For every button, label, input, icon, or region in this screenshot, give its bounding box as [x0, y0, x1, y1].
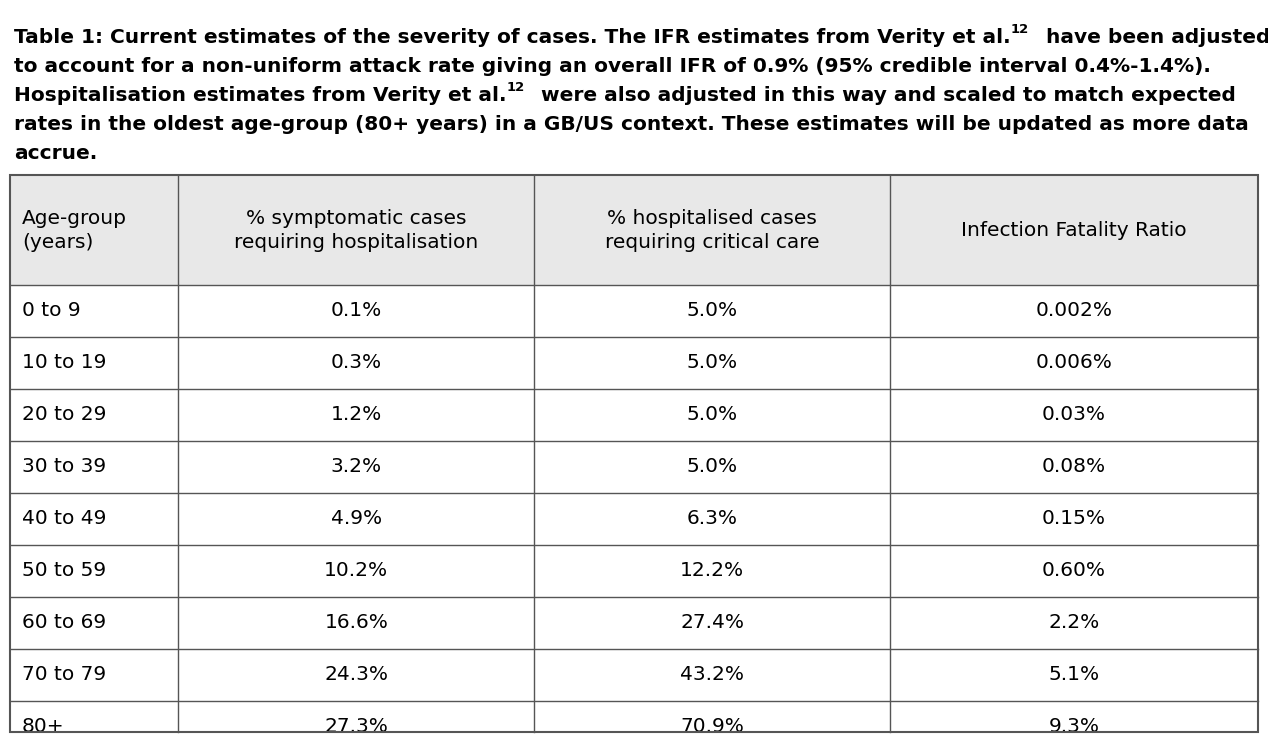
Text: 80+: 80+	[22, 718, 65, 737]
Text: 12: 12	[1011, 23, 1028, 36]
Text: 16.6%: 16.6%	[325, 614, 388, 632]
Text: 43.2%: 43.2%	[680, 666, 744, 685]
Text: requiring hospitalisation: requiring hospitalisation	[235, 232, 478, 252]
Text: 1.2%: 1.2%	[331, 405, 382, 424]
Bar	[10, 545, 1258, 597]
Bar	[10, 175, 1258, 285]
Text: 12.2%: 12.2%	[680, 562, 744, 580]
Bar	[10, 493, 1258, 545]
Bar	[10, 337, 1258, 389]
Bar	[10, 285, 1258, 337]
Text: 0.006%: 0.006%	[1036, 353, 1112, 372]
Text: accrue.: accrue.	[14, 144, 98, 163]
Text: Infection Fatality Ratio: Infection Fatality Ratio	[961, 220, 1187, 240]
Text: 0.1%: 0.1%	[331, 301, 382, 321]
Text: 50 to 59: 50 to 59	[22, 562, 107, 580]
Text: 27.3%: 27.3%	[325, 718, 388, 737]
Text: 5.0%: 5.0%	[686, 405, 738, 424]
Text: 4.9%: 4.9%	[331, 510, 382, 528]
Text: have been adjusted: have been adjusted	[1038, 28, 1268, 47]
Text: 5.1%: 5.1%	[1049, 666, 1099, 685]
Bar	[10, 389, 1258, 441]
Bar	[10, 701, 1258, 742]
Text: 0.3%: 0.3%	[331, 353, 382, 372]
Text: 24.3%: 24.3%	[325, 666, 388, 685]
Text: requiring critical care: requiring critical care	[605, 232, 819, 252]
Text: 5.0%: 5.0%	[686, 353, 738, 372]
Text: 0.03%: 0.03%	[1042, 405, 1106, 424]
Text: to account for a non-uniform attack rate giving an overall IFR of 0.9% (95% cred: to account for a non-uniform attack rate…	[14, 57, 1211, 76]
Bar	[10, 175, 1258, 732]
Text: 2.2%: 2.2%	[1049, 614, 1099, 632]
Text: % hospitalised cases: % hospitalised cases	[607, 209, 817, 228]
Text: 30 to 39: 30 to 39	[22, 458, 107, 476]
Text: 0.002%: 0.002%	[1036, 301, 1112, 321]
Text: 3.2%: 3.2%	[331, 458, 382, 476]
Text: 5.0%: 5.0%	[686, 458, 738, 476]
Text: were also adjusted in this way and scaled to match expected: were also adjusted in this way and scale…	[535, 86, 1236, 105]
Bar	[10, 441, 1258, 493]
Text: 20 to 29: 20 to 29	[22, 405, 107, 424]
Text: Table 1: Current estimates of the severity of cases. The IFR estimates from Veri: Table 1: Current estimates of the severi…	[14, 28, 1011, 47]
Text: 10.2%: 10.2%	[325, 562, 388, 580]
Text: 0.15%: 0.15%	[1042, 510, 1106, 528]
Text: 5.0%: 5.0%	[686, 301, 738, 321]
Text: 0.60%: 0.60%	[1042, 562, 1106, 580]
Text: rates in the oldest age-group (80+ years) in a GB/US context. These estimates wi: rates in the oldest age-group (80+ years…	[14, 115, 1249, 134]
Text: 0 to 9: 0 to 9	[22, 301, 81, 321]
Text: 60 to 69: 60 to 69	[22, 614, 107, 632]
Text: 6.3%: 6.3%	[686, 510, 738, 528]
Text: % symptomatic cases: % symptomatic cases	[246, 209, 467, 228]
Text: 40 to 49: 40 to 49	[22, 510, 107, 528]
Text: 70 to 79: 70 to 79	[22, 666, 107, 685]
Bar	[10, 649, 1258, 701]
Text: 9.3%: 9.3%	[1049, 718, 1099, 737]
Text: (years): (years)	[22, 232, 94, 252]
Text: Hospitalisation estimates from Verity et al.: Hospitalisation estimates from Verity et…	[14, 86, 506, 105]
Bar	[10, 597, 1258, 649]
Text: 10 to 19: 10 to 19	[22, 353, 107, 372]
Text: Age-group: Age-group	[22, 209, 127, 228]
Text: 12: 12	[506, 81, 525, 94]
Text: 0.08%: 0.08%	[1042, 458, 1106, 476]
Text: 70.9%: 70.9%	[680, 718, 744, 737]
Text: 27.4%: 27.4%	[680, 614, 744, 632]
